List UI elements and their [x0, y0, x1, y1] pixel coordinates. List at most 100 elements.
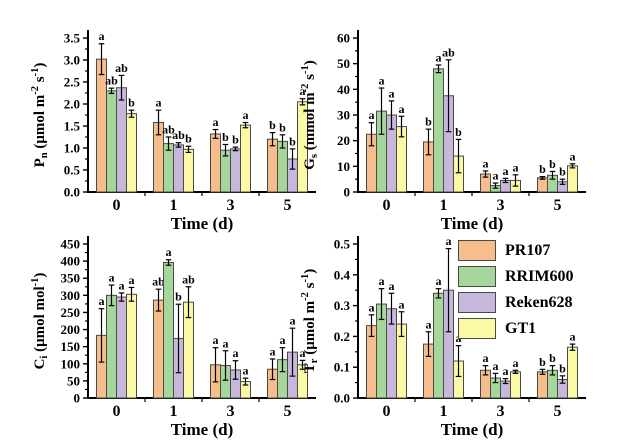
x-tick-label: 3 [497, 197, 505, 214]
x-tick-label: 0 [383, 197, 391, 214]
x-tick-label: 5 [284, 197, 292, 214]
sig-letter: b [175, 290, 182, 304]
legend: PR107 RRIM600 Reken628 GT1 [458, 240, 573, 339]
x-tick-label: 3 [497, 403, 505, 420]
sig-letter: b [539, 355, 546, 369]
bar-pr107-t3 [210, 133, 221, 193]
sig-letter: a [300, 346, 306, 360]
y-tick-label: 0.2 [334, 329, 350, 344]
sig-letter: a [280, 333, 286, 347]
sig-letter: a [570, 330, 576, 344]
y-tick-label: 3.0 [64, 53, 80, 68]
sig-letter: a [243, 108, 249, 122]
sig-letter: b [269, 118, 276, 132]
legend-swatch [458, 292, 496, 313]
y-tick-label: 40 [337, 82, 350, 97]
sig-letter: a [99, 294, 105, 308]
bar-reken628-t0 [116, 296, 127, 399]
bar-gt1-t5 [567, 346, 578, 399]
bar-pr107-t5 [267, 138, 278, 193]
sig-letter: a [436, 50, 442, 64]
sig-letter: a [389, 86, 395, 100]
sig-letter: ab [105, 74, 118, 88]
legend-item-reken628: Reken628 [458, 292, 573, 313]
y-tick-label: 200 [61, 322, 81, 337]
sig-letter: a [483, 156, 489, 170]
x-tick-label: 1 [170, 197, 178, 214]
x-tick-label: 5 [554, 403, 562, 420]
legend-swatch [458, 318, 496, 339]
sig-letter: b [549, 351, 556, 365]
y-tick-label: 0.0 [334, 391, 350, 406]
sig-letter: a [300, 84, 306, 98]
sig-letter: a [166, 245, 172, 259]
x-axis-label: Time (d) [441, 214, 504, 233]
x-tick-label: 1 [440, 403, 448, 420]
chart-panel-tr: PR107 RRIM600 Reken628 GT1 0.0 0.1 0.2 0.3 0.4 0… [300, 226, 592, 440]
sig-letter: a [223, 336, 229, 350]
x-axis-label: Time (d) [441, 420, 504, 439]
y-tick-label: 30 [337, 108, 350, 123]
sig-letter: a [483, 351, 489, 365]
sig-letter: a [213, 333, 219, 347]
sig-letter: a [369, 300, 375, 314]
bar-rrim600-t1 [433, 68, 444, 193]
sig-letter: a [290, 314, 296, 328]
y-tick-label: 10 [337, 159, 350, 174]
bar-pr107-t5 [537, 371, 548, 399]
y-tick-label: 450 [61, 237, 81, 252]
sig-letter: a [513, 160, 519, 174]
x-tick-label: 1 [440, 197, 448, 214]
sig-letter: b [185, 132, 192, 146]
legend-label: PR107 [505, 241, 551, 259]
sig-letter: ab [162, 123, 175, 137]
sig-letter: a [389, 279, 395, 293]
bar-gt1-t0 [126, 113, 137, 193]
y-axis-label: Ci (μmol mol-1) [30, 273, 50, 370]
y-tick-label: 300 [61, 288, 81, 303]
sig-letter: b [279, 120, 286, 134]
y-tick-label: 1.5 [64, 119, 81, 134]
x-tick-label: 1 [170, 403, 178, 420]
sig-letter: b [128, 96, 135, 110]
y-axis-label: Tr (μmol m-2 s-1) [300, 269, 320, 373]
y-axis-label: Pn (μmol m-2 s-1) [30, 63, 50, 168]
x-axis-label: Time (d) [171, 214, 234, 233]
sig-letter: a [109, 271, 115, 285]
x-tick-label: 5 [284, 403, 292, 420]
sig-letter: a [129, 273, 135, 287]
sig-letter: a [243, 364, 249, 378]
bar-rrim600-t0 [106, 294, 117, 399]
sig-letter: a [156, 96, 162, 110]
y-tick-label: 0.3 [334, 298, 351, 313]
sig-letter: a [99, 29, 105, 43]
sig-letter: a [446, 234, 452, 248]
sig-letter: b [549, 157, 556, 171]
y-tick-label: 20 [337, 133, 350, 148]
sig-letter: b [289, 134, 296, 148]
sig-letter: b [232, 133, 239, 147]
sig-letter: a [233, 346, 239, 360]
sig-letter: a [369, 108, 375, 122]
chart-panel-gs: 0 10 20 30 40 50 60 0 a a a a 1 b a ab b 3 a a a a 5 b b b a Time (… [300, 20, 592, 234]
bar-gt1-t1 [183, 148, 194, 193]
y-tick-label: 0.4 [334, 267, 351, 282]
bar-gt1-t3 [240, 124, 251, 193]
y-tick-label: 0.0 [64, 185, 80, 200]
bar-pr107-t1 [153, 299, 164, 399]
y-tick-label: 2.5 [64, 75, 81, 90]
y-tick-label: 2.0 [64, 97, 80, 112]
y-tick-label: 0.5 [334, 237, 351, 252]
sig-letter: a [436, 274, 442, 288]
chart-panel-pn: 0.0 0.5 1.0 1.5 2.0 2.5 3.0 3.5 0 a ab ab b 1 a ab ab b 3 a… [30, 20, 322, 234]
y-tick-label: 350 [61, 271, 81, 286]
tr-chart-svg: 0.00.10.20.30.40.50aaaa1aaaa3aaaa5bbbaTi… [300, 234, 586, 439]
sig-letter: a [570, 149, 576, 163]
sig-letter: a [213, 115, 219, 129]
y-tick-label: 0 [74, 391, 81, 406]
legend-item-pr107: PR107 [458, 240, 573, 261]
y-tick-label: 60 [337, 31, 350, 46]
legend-label: RRIM600 [505, 267, 574, 285]
